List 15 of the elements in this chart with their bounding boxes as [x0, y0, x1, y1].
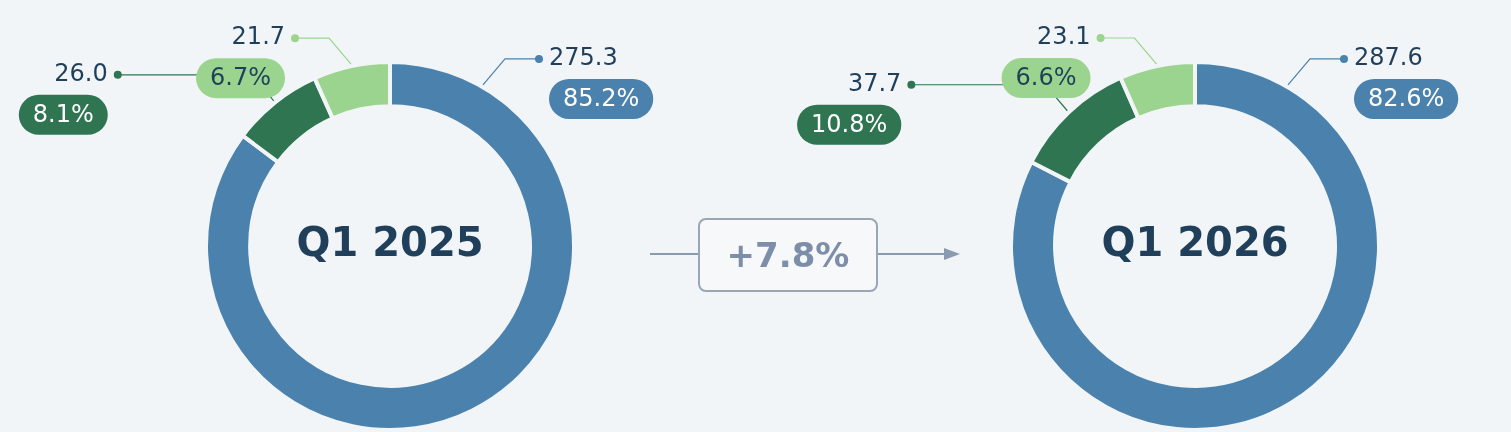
text: 82.6% [1368, 84, 1445, 113]
data-label: 23.1 [1037, 22, 1091, 51]
data-label: 21.7 [231, 22, 286, 51]
data-label: 287.6 [1354, 43, 1423, 72]
text: Q1 2026 [1101, 219, 1289, 266]
text: 85.2% [563, 84, 640, 113]
text: 10.8% [811, 109, 888, 138]
text: Q1 2025 [296, 219, 484, 266]
data-label: 26.0 [54, 59, 108, 88]
data-label: 37.7 [847, 68, 902, 97]
text: 8.1% [32, 100, 94, 129]
text: 6.6% [1015, 63, 1077, 92]
text: +7.8% [698, 218, 878, 292]
text: 6.7% [210, 63, 272, 92]
data-label: 275.3 [549, 43, 618, 72]
